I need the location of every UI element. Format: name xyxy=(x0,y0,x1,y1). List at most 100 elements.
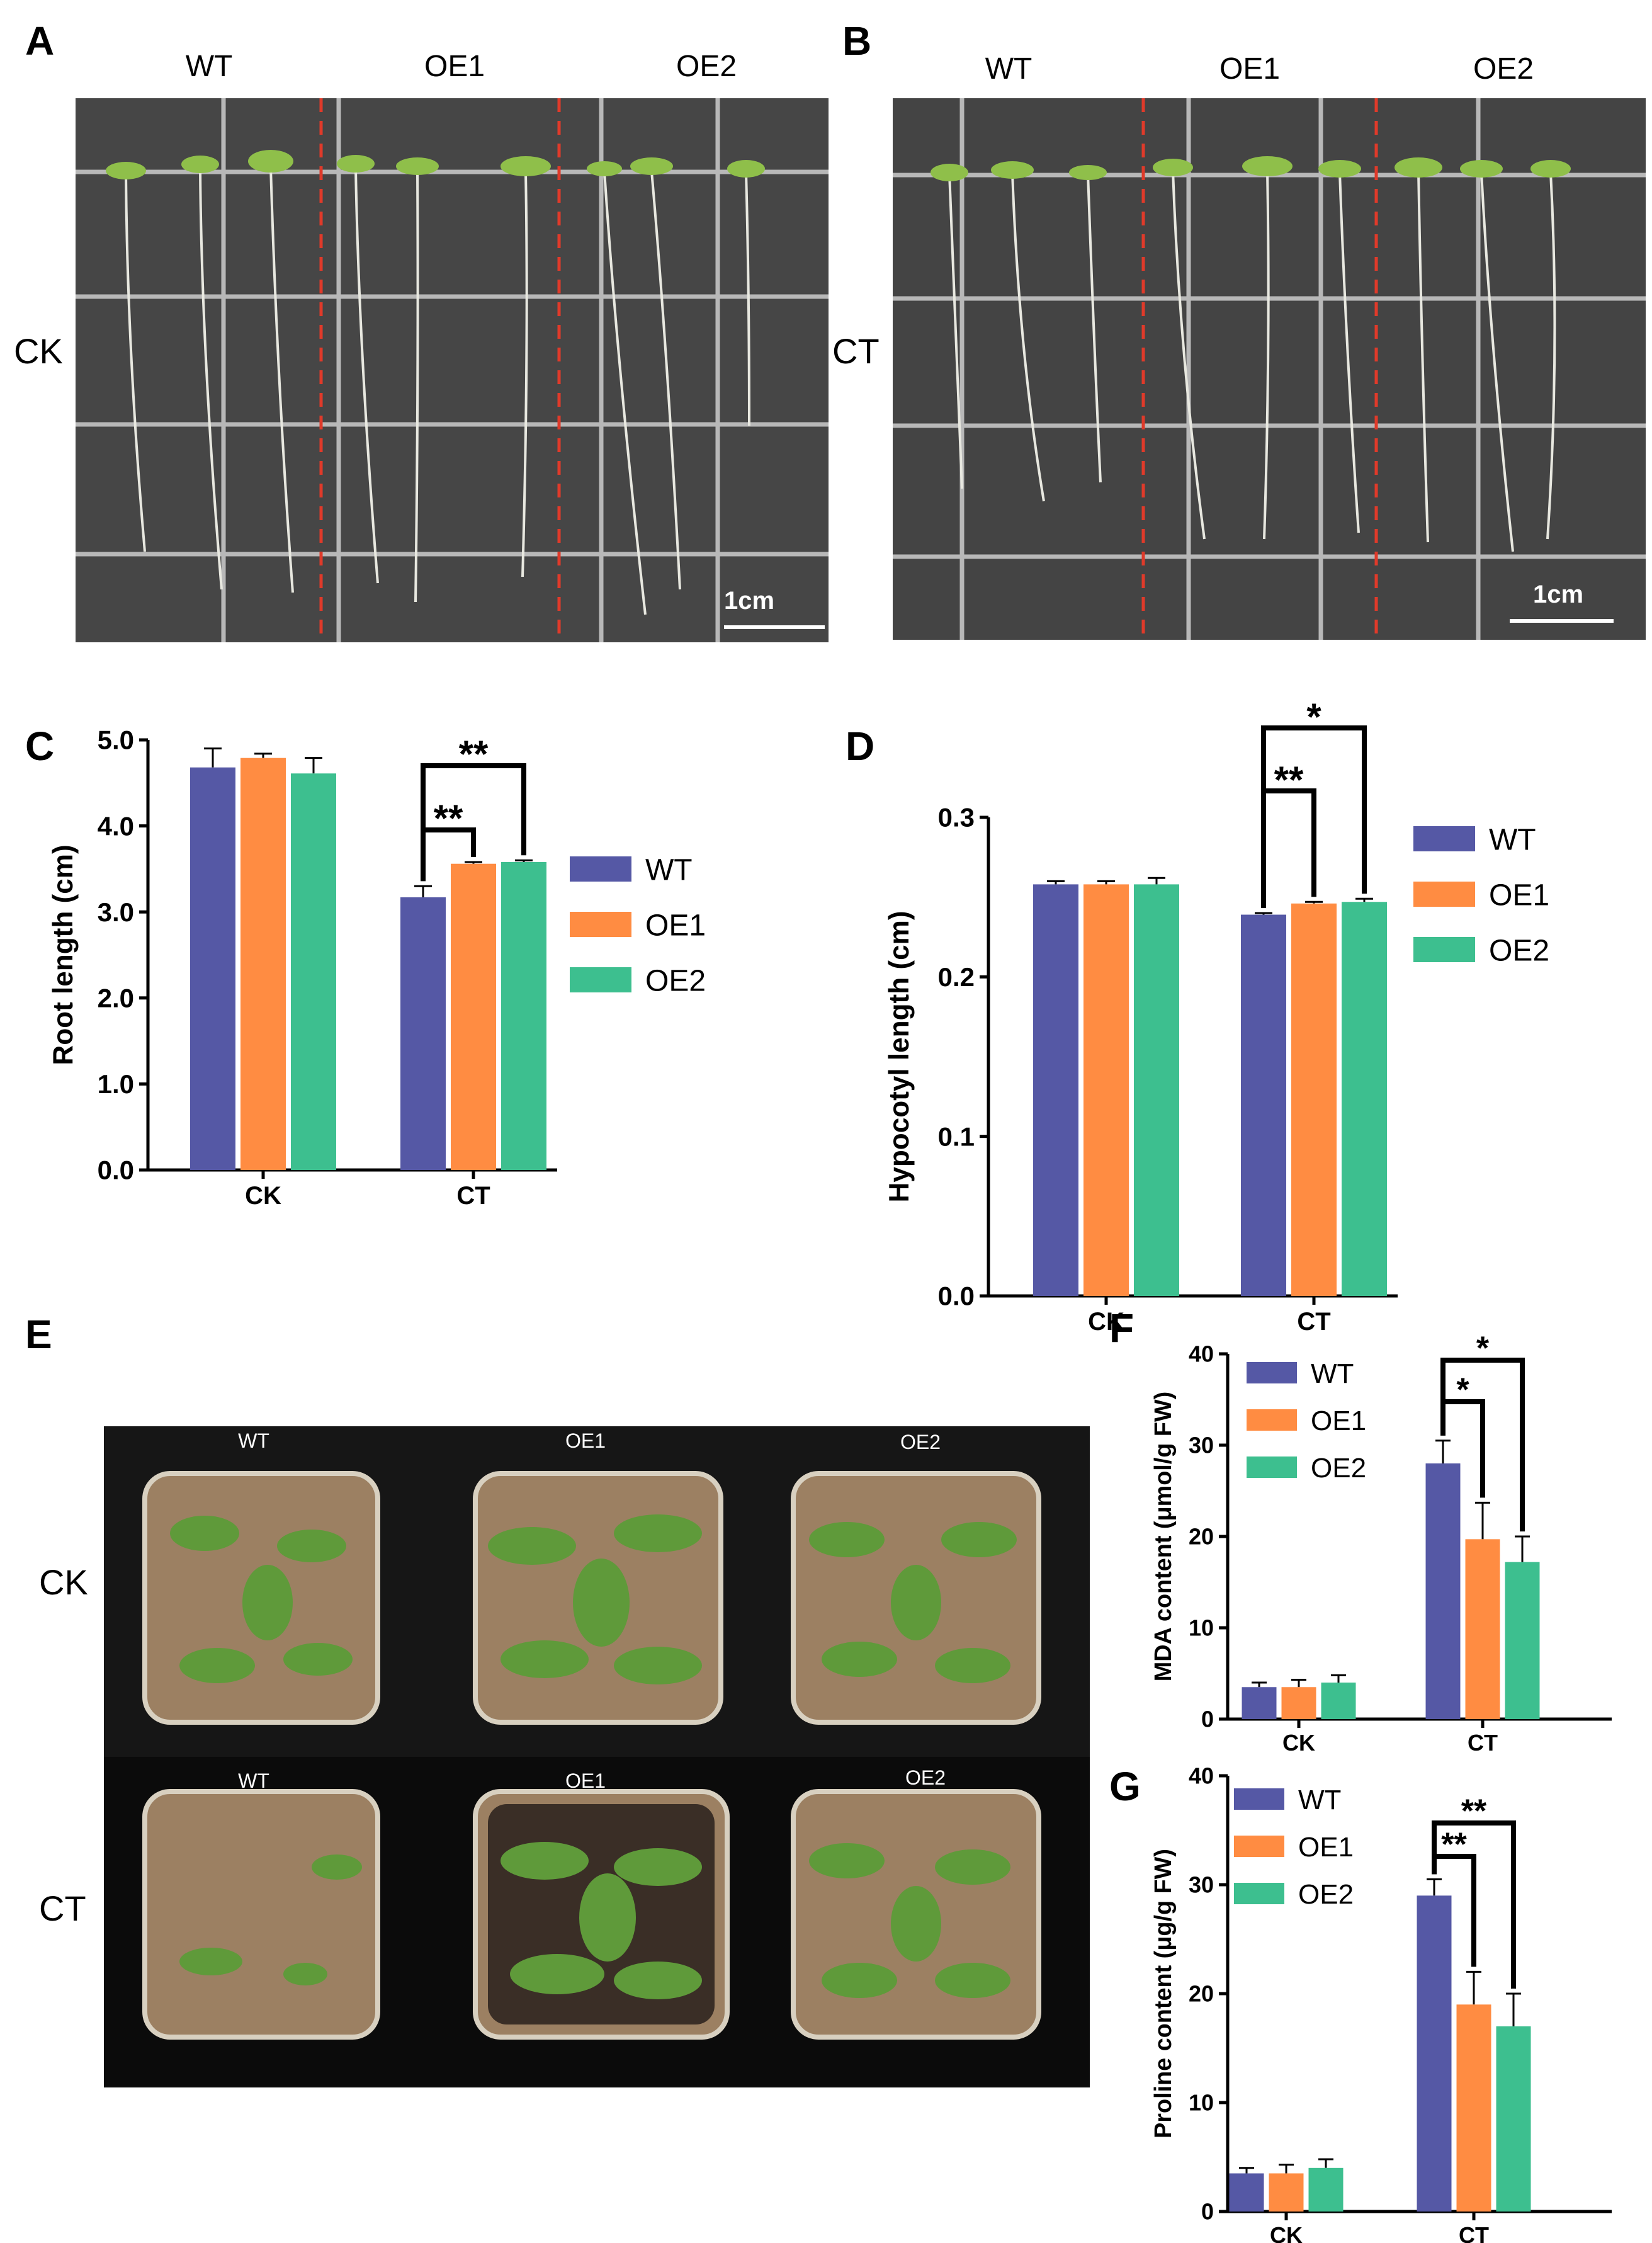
legend-swatch-wt xyxy=(1247,1362,1297,1383)
y-tick-label: 1.0 xyxy=(98,1069,134,1099)
pot-label-oe1: OE1 xyxy=(565,1429,606,1452)
pot-label-oe2: OE2 xyxy=(900,1431,941,1453)
bar-wt-ct xyxy=(400,897,446,1170)
panel-letter-g: G xyxy=(1109,1764,1141,1809)
bar-oe2-ct xyxy=(1342,902,1387,1296)
legend-label: OE1 xyxy=(645,909,706,942)
bar-oe1-ct xyxy=(451,863,496,1170)
bar-oe2-ct xyxy=(1505,1562,1540,1719)
y-tick-label: 0.1 xyxy=(938,1122,975,1151)
significance-bracket xyxy=(1261,725,1367,908)
y-tick-label: 20 xyxy=(1189,1981,1214,2007)
row-label-ct: CT xyxy=(832,331,880,371)
legend-swatch-oe1 xyxy=(1247,1409,1297,1431)
x-tick-label: CK xyxy=(245,1182,281,1210)
x-tick-label: CK xyxy=(1270,2222,1303,2243)
x-tick-label: CT xyxy=(456,1182,490,1210)
seedling-photo-ct xyxy=(893,98,1646,640)
bar-oe1-ct xyxy=(1456,2004,1491,2212)
x-tick-label: CK xyxy=(1088,1308,1124,1336)
bar-wt-ck xyxy=(1242,1687,1277,1719)
y-tick-label: 10 xyxy=(1189,1615,1214,1641)
bar-oe1-ct xyxy=(1465,1539,1500,1719)
bar-oe2-ct xyxy=(501,861,546,1170)
legend-label: OE1 xyxy=(1298,1832,1354,1863)
significance-label: ** xyxy=(1274,759,1304,801)
pot-label-wt: WT xyxy=(238,1429,269,1452)
panel-letter-a: A xyxy=(25,18,55,64)
y-tick-label: 30 xyxy=(1189,1433,1214,1458)
significance-label: ** xyxy=(434,797,463,839)
y-tick-label: 5.0 xyxy=(98,725,134,755)
y-tick-label: 0.3 xyxy=(938,803,975,832)
y-tick-label: 0.0 xyxy=(938,1281,975,1311)
panel-letter-b: B xyxy=(842,18,872,64)
bar-oe1-ck xyxy=(1281,1687,1316,1719)
pot-label-wt: WT xyxy=(238,1769,269,1792)
column-label-wt: WT xyxy=(985,52,1032,86)
significance-bracket xyxy=(1440,1358,1525,1531)
row-label-ck: CK xyxy=(39,1562,88,1602)
legend-label: WT xyxy=(1298,1785,1341,1815)
y-tick-label: 30 xyxy=(1189,1872,1214,1898)
y-tick-label: 20 xyxy=(1189,1524,1214,1550)
plant-photo-grid xyxy=(104,1426,1090,2087)
column-label-wt: WT xyxy=(185,50,233,83)
legend-swatch-oe2 xyxy=(1234,1883,1284,1904)
legend-swatch-wt xyxy=(1413,826,1475,851)
bar-oe2-ck xyxy=(291,773,336,1170)
y-axis-label: Proline content (μg/g FW) xyxy=(1150,1849,1177,2138)
legend-swatch-oe2 xyxy=(1413,937,1475,962)
y-axis-label: Hypocotyl length (cm) xyxy=(884,911,915,1202)
y-axis-label: Root length (cm) xyxy=(48,844,79,1065)
bar-oe1-ck xyxy=(1083,884,1129,1296)
legend-swatch-oe2 xyxy=(570,967,631,992)
significance-label: ** xyxy=(459,733,489,775)
seedling-photo-ck xyxy=(76,98,829,642)
row-label-ck: CK xyxy=(14,331,63,371)
y-axis-label: MDA content (μmol/g FW) xyxy=(1150,1392,1177,1682)
chart-hypocotyl-length: 0.0 0.1 0.2 0.3 Hypocotyl length (cm) CK CT ***… xyxy=(884,696,1549,1336)
legend-swatch-wt xyxy=(570,856,631,882)
x-tick-label: CK xyxy=(1282,1730,1315,1756)
chart-proline-content: 0 10 20 30 40 Proline content (μg/g FW) CK CT **… xyxy=(1150,1763,1612,2243)
significance-bracket xyxy=(1261,788,1316,908)
legend-label: OE2 xyxy=(1298,1879,1354,1910)
pot-label-oe1: OE1 xyxy=(565,1769,606,1792)
y-tick-label: 2.0 xyxy=(98,984,134,1013)
significance-label: * xyxy=(1306,696,1321,738)
pot-label-oe2: OE2 xyxy=(905,1766,946,1789)
legend-label: OE2 xyxy=(645,964,706,997)
y-tick-label: 10 xyxy=(1189,2090,1214,2116)
legend-label: WT xyxy=(1489,823,1536,856)
significance-bracket xyxy=(1432,1820,1516,1989)
bar-oe2-ck xyxy=(1134,884,1179,1296)
y-tick-label: 40 xyxy=(1189,1763,1214,1789)
legend-label: OE2 xyxy=(1311,1453,1366,1484)
legend-swatch-oe1 xyxy=(1234,1836,1284,1857)
legend-label: OE2 xyxy=(1489,934,1549,967)
bar-wt-ck xyxy=(1229,2173,1264,2212)
bar-wt-ct xyxy=(1425,1463,1461,1719)
chart-mda-content: 0 10 20 30 40 MDA content (μmol/g FW) CK CT ** WT… xyxy=(1150,1331,1612,1756)
legend-swatch-oe2 xyxy=(1247,1457,1297,1478)
panel-letter-e: E xyxy=(25,1312,52,1357)
panel-letter-f: F xyxy=(1109,1305,1134,1351)
legend-swatch-oe1 xyxy=(1413,882,1475,907)
bar-oe2-ck xyxy=(1321,1683,1356,1719)
legend-label: WT xyxy=(1311,1358,1354,1389)
scale-bar-label-a: 1cm xyxy=(724,587,775,615)
x-tick-label: CT xyxy=(1459,2222,1489,2243)
legend-swatch-wt xyxy=(1234,1788,1284,1810)
x-tick-label: CT xyxy=(1297,1308,1330,1336)
significance-label: ** xyxy=(1441,1827,1467,1863)
y-tick-label: 40 xyxy=(1189,1341,1214,1367)
y-tick-label: 0.2 xyxy=(938,962,975,992)
panel-letter-d: D xyxy=(846,724,875,769)
bar-wt-ct xyxy=(1417,1895,1452,2212)
y-tick-label: 4.0 xyxy=(98,811,134,841)
legend-label: OE1 xyxy=(1311,1405,1366,1436)
bar-oe2-ck xyxy=(1308,2167,1344,2212)
panel-letter-c: C xyxy=(25,724,55,769)
y-tick-label: 0.0 xyxy=(98,1156,134,1185)
